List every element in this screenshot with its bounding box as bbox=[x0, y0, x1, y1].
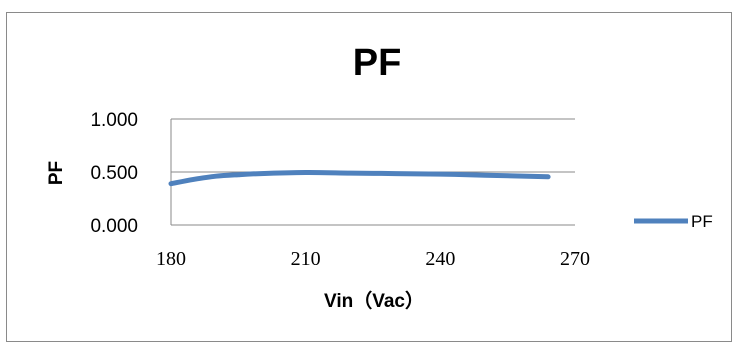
y-tick-label: 1.000 bbox=[90, 110, 138, 131]
chart-frame bbox=[6, 12, 732, 342]
x-axis-title: Vin（Vac） bbox=[324, 289, 424, 312]
chart-title: PF bbox=[353, 42, 402, 84]
y-tick-label: 0.500 bbox=[90, 163, 138, 184]
gridlines bbox=[171, 118, 575, 173]
x-tick-labels: 180 210 240 270 bbox=[156, 248, 590, 270]
y-axis-title: PF bbox=[46, 161, 67, 185]
x-tick-label: 270 bbox=[560, 248, 590, 270]
series-pf-line bbox=[168, 169, 551, 187]
y-tick-label: 0.000 bbox=[90, 216, 138, 237]
legend-label-pf: PF bbox=[691, 212, 713, 231]
x-tick-label: 240 bbox=[425, 248, 455, 270]
y-tick-labels: 0.000 0.500 1.000 bbox=[90, 110, 138, 237]
legend: PF bbox=[634, 212, 713, 231]
x-tick-label: 180 bbox=[156, 248, 186, 270]
x-tick-label: 210 bbox=[291, 248, 321, 270]
